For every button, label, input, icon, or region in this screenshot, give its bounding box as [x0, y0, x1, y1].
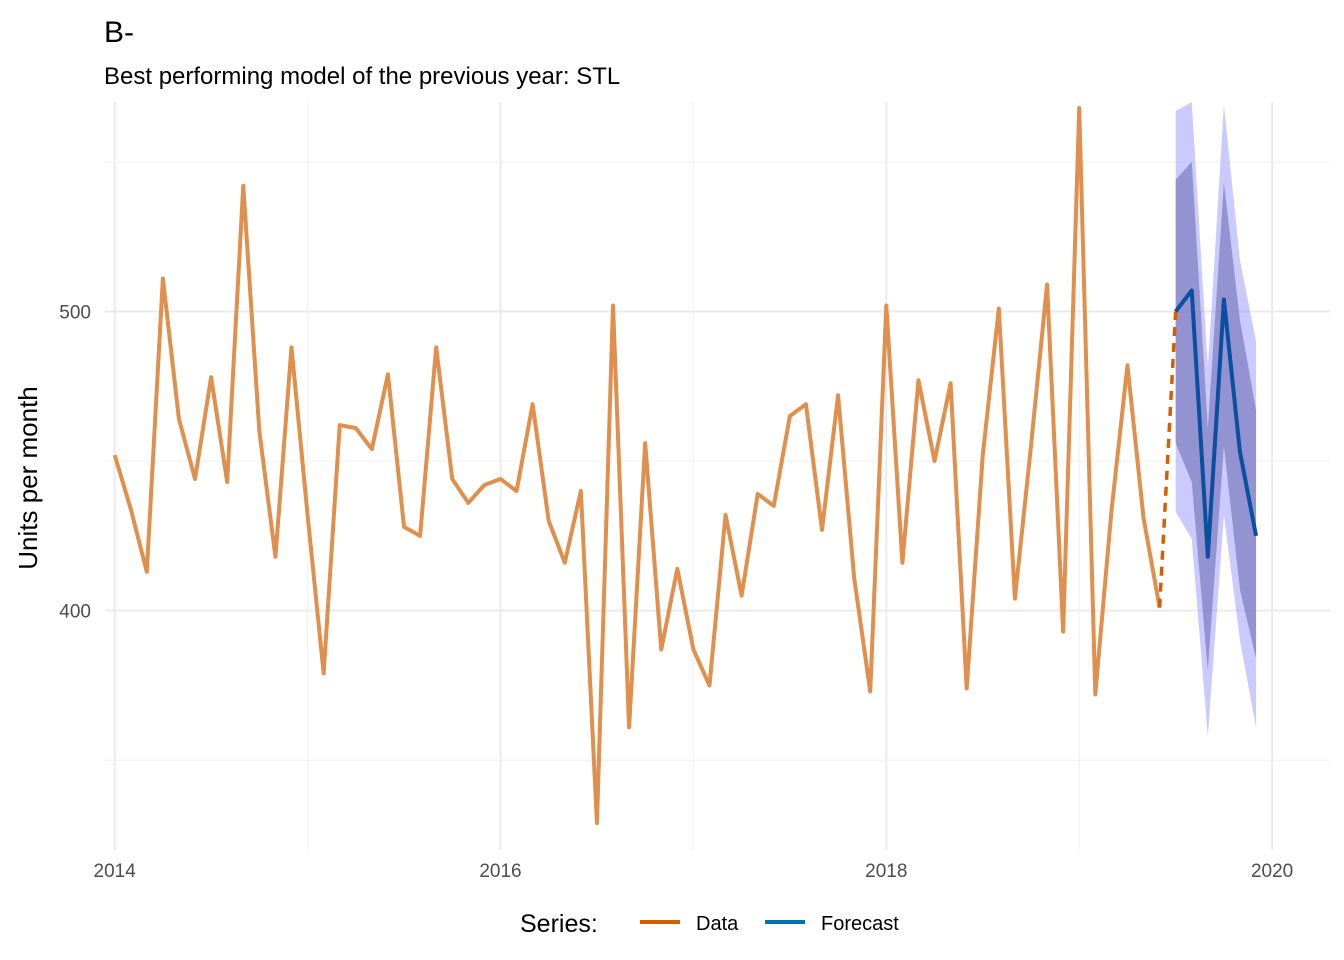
y-tick-label: 500	[59, 302, 91, 323]
grid	[105, 102, 1330, 850]
chart-subtitle: Best performing model of the previous ye…	[104, 63, 620, 90]
x-axis-ticks: 2014 2016 2018 2020	[94, 861, 1294, 882]
legend: Series: Data Forecast	[520, 910, 899, 938]
x-tick-label: 2020	[1251, 861, 1293, 882]
x-tick-label: 2018	[865, 861, 907, 882]
legend-title: Series:	[520, 910, 598, 938]
y-tick-label: 400	[59, 602, 91, 623]
legend-label-data: Data	[696, 913, 739, 935]
y-axis-ticks: 400 500	[59, 302, 91, 622]
series-line-data-gap	[1157, 311, 1178, 608]
chart-title: B-	[104, 16, 134, 49]
series-line-forecast	[1174, 288, 1259, 559]
x-tick-label: 2014	[94, 861, 137, 882]
series-line-data	[112, 105, 1162, 826]
series-lines	[112, 105, 1259, 826]
legend-label-forecast: Forecast	[821, 913, 899, 935]
y-axis-label: Units per month	[13, 386, 43, 570]
x-tick-label: 2016	[479, 861, 521, 882]
